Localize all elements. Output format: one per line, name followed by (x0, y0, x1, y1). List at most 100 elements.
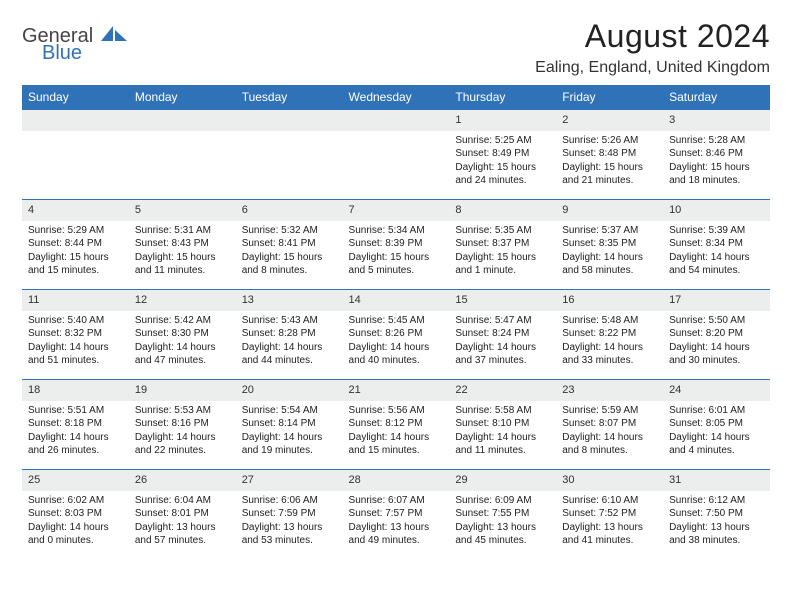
calendar-cell: 20Sunrise: 5:54 AMSunset: 8:14 PMDayligh… (236, 379, 343, 469)
day-body: Sunrise: 5:26 AMSunset: 8:48 PMDaylight:… (556, 131, 663, 192)
day-number: 3 (663, 109, 770, 131)
title-block: August 2024 Ealing, England, United King… (535, 18, 770, 77)
sunrise-line: Sunrise: 6:01 AM (669, 404, 764, 418)
day-body: Sunrise: 6:06 AMSunset: 7:59 PMDaylight:… (236, 491, 343, 552)
calendar-cell (236, 109, 343, 199)
day-body: Sunrise: 6:04 AMSunset: 8:01 PMDaylight:… (129, 491, 236, 552)
day-body: Sunrise: 5:48 AMSunset: 8:22 PMDaylight:… (556, 311, 663, 372)
day-body: Sunrise: 5:42 AMSunset: 8:30 PMDaylight:… (129, 311, 236, 372)
day-body: Sunrise: 6:12 AMSunset: 7:50 PMDaylight:… (663, 491, 770, 552)
sunrise-line: Sunrise: 5:32 AM (242, 224, 337, 238)
sunrise-line: Sunrise: 5:25 AM (455, 134, 550, 148)
daylight-line: Daylight: 13 hours and 57 minutes. (135, 521, 230, 548)
day-body: Sunrise: 5:31 AMSunset: 8:43 PMDaylight:… (129, 221, 236, 282)
sunset-line: Sunset: 8:43 PM (135, 237, 230, 251)
day-body-empty (129, 131, 236, 138)
daylight-line: Daylight: 14 hours and 19 minutes. (242, 431, 337, 458)
calendar-week-row: 1Sunrise: 5:25 AMSunset: 8:49 PMDaylight… (22, 109, 770, 199)
day-number: 14 (343, 289, 450, 311)
day-number: 9 (556, 199, 663, 221)
calendar-cell: 2Sunrise: 5:26 AMSunset: 8:48 PMDaylight… (556, 109, 663, 199)
sunrise-line: Sunrise: 5:29 AM (28, 224, 123, 238)
sunrise-line: Sunrise: 5:48 AM (562, 314, 657, 328)
daylight-line: Daylight: 14 hours and 54 minutes. (669, 251, 764, 278)
sunset-line: Sunset: 8:28 PM (242, 327, 337, 341)
day-number: 31 (663, 469, 770, 491)
daylight-line: Daylight: 14 hours and 44 minutes. (242, 341, 337, 368)
day-number: 22 (449, 379, 556, 401)
day-body: Sunrise: 5:59 AMSunset: 8:07 PMDaylight:… (556, 401, 663, 462)
calendar-cell: 22Sunrise: 5:58 AMSunset: 8:10 PMDayligh… (449, 379, 556, 469)
sunset-line: Sunset: 7:59 PM (242, 507, 337, 521)
day-number: 18 (22, 379, 129, 401)
day-body: Sunrise: 5:39 AMSunset: 8:34 PMDaylight:… (663, 221, 770, 282)
sunset-line: Sunset: 8:49 PM (455, 147, 550, 161)
day-number: 6 (236, 199, 343, 221)
calendar-cell: 15Sunrise: 5:47 AMSunset: 8:24 PMDayligh… (449, 289, 556, 379)
sunrise-line: Sunrise: 5:53 AM (135, 404, 230, 418)
calendar-cell: 4Sunrise: 5:29 AMSunset: 8:44 PMDaylight… (22, 199, 129, 289)
day-number: 25 (22, 469, 129, 491)
daylight-line: Daylight: 14 hours and 33 minutes. (562, 341, 657, 368)
day-body: Sunrise: 5:25 AMSunset: 8:49 PMDaylight:… (449, 131, 556, 192)
sunset-line: Sunset: 8:22 PM (562, 327, 657, 341)
sunset-line: Sunset: 8:46 PM (669, 147, 764, 161)
daylight-line: Daylight: 13 hours and 41 minutes. (562, 521, 657, 548)
daylight-line: Daylight: 15 hours and 11 minutes. (135, 251, 230, 278)
calendar-cell: 12Sunrise: 5:42 AMSunset: 8:30 PMDayligh… (129, 289, 236, 379)
day-number: 29 (449, 469, 556, 491)
sunrise-line: Sunrise: 5:45 AM (349, 314, 444, 328)
daylight-line: Daylight: 14 hours and 0 minutes. (28, 521, 123, 548)
calendar-body: 1Sunrise: 5:25 AMSunset: 8:49 PMDaylight… (22, 109, 770, 559)
sunset-line: Sunset: 8:34 PM (669, 237, 764, 251)
sunset-line: Sunset: 8:44 PM (28, 237, 123, 251)
daylight-line: Daylight: 13 hours and 53 minutes. (242, 521, 337, 548)
day-body-empty (343, 131, 450, 138)
daylight-line: Daylight: 14 hours and 4 minutes. (669, 431, 764, 458)
calendar-cell (129, 109, 236, 199)
logo: General Blue (22, 18, 127, 63)
daylight-line: Daylight: 15 hours and 18 minutes. (669, 161, 764, 188)
calendar-cell (22, 109, 129, 199)
calendar-cell: 23Sunrise: 5:59 AMSunset: 8:07 PMDayligh… (556, 379, 663, 469)
day-number: 4 (22, 199, 129, 221)
day-body: Sunrise: 5:29 AMSunset: 8:44 PMDaylight:… (22, 221, 129, 282)
daylight-line: Daylight: 14 hours and 51 minutes. (28, 341, 123, 368)
daylight-line: Daylight: 15 hours and 5 minutes. (349, 251, 444, 278)
day-body: Sunrise: 5:40 AMSunset: 8:32 PMDaylight:… (22, 311, 129, 372)
calendar-cell (343, 109, 450, 199)
day-body: Sunrise: 5:47 AMSunset: 8:24 PMDaylight:… (449, 311, 556, 372)
day-body: Sunrise: 5:50 AMSunset: 8:20 PMDaylight:… (663, 311, 770, 372)
sunset-line: Sunset: 7:55 PM (455, 507, 550, 521)
weekday-header: Friday (556, 85, 663, 109)
sunrise-line: Sunrise: 5:58 AM (455, 404, 550, 418)
day-number: 30 (556, 469, 663, 491)
daylight-line: Daylight: 13 hours and 45 minutes. (455, 521, 550, 548)
sunset-line: Sunset: 8:10 PM (455, 417, 550, 431)
sunset-line: Sunset: 8:03 PM (28, 507, 123, 521)
day-body: Sunrise: 5:34 AMSunset: 8:39 PMDaylight:… (343, 221, 450, 282)
weekday-header: Sunday (22, 85, 129, 109)
daylight-line: Daylight: 14 hours and 8 minutes. (562, 431, 657, 458)
daylight-line: Daylight: 15 hours and 21 minutes. (562, 161, 657, 188)
sunset-line: Sunset: 8:39 PM (349, 237, 444, 251)
sunset-line: Sunset: 8:24 PM (455, 327, 550, 341)
weekday-header-row: SundayMondayTuesdayWednesdayThursdayFrid… (22, 85, 770, 109)
calendar-cell: 9Sunrise: 5:37 AMSunset: 8:35 PMDaylight… (556, 199, 663, 289)
sunrise-line: Sunrise: 5:42 AM (135, 314, 230, 328)
calendar-cell: 7Sunrise: 5:34 AMSunset: 8:39 PMDaylight… (343, 199, 450, 289)
sunset-line: Sunset: 8:18 PM (28, 417, 123, 431)
day-body: Sunrise: 5:58 AMSunset: 8:10 PMDaylight:… (449, 401, 556, 462)
sunrise-line: Sunrise: 5:26 AM (562, 134, 657, 148)
daylight-line: Daylight: 14 hours and 11 minutes. (455, 431, 550, 458)
sunrise-line: Sunrise: 5:31 AM (135, 224, 230, 238)
calendar-cell: 24Sunrise: 6:01 AMSunset: 8:05 PMDayligh… (663, 379, 770, 469)
calendar-cell: 28Sunrise: 6:07 AMSunset: 7:57 PMDayligh… (343, 469, 450, 559)
day-number: 10 (663, 199, 770, 221)
weekday-header: Monday (129, 85, 236, 109)
daylight-line: Daylight: 15 hours and 8 minutes. (242, 251, 337, 278)
daylight-line: Daylight: 14 hours and 22 minutes. (135, 431, 230, 458)
day-number: 27 (236, 469, 343, 491)
daylight-line: Daylight: 14 hours and 26 minutes. (28, 431, 123, 458)
calendar-cell: 6Sunrise: 5:32 AMSunset: 8:41 PMDaylight… (236, 199, 343, 289)
